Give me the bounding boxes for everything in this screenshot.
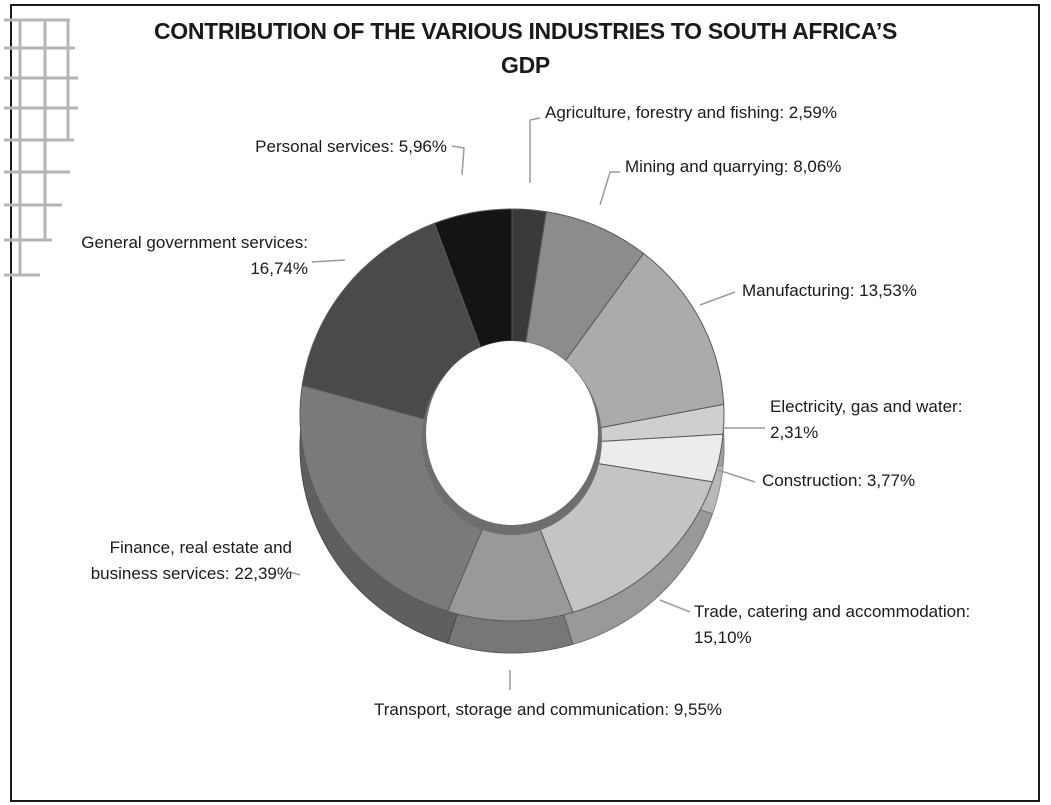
leader-line-10 — [451, 145, 465, 176]
chart-title-line-1: CONTRIBUTION OF THE VARIOUS INDUSTRIES T… — [153, 18, 898, 44]
chart-title-line-2: GDP — [501, 52, 550, 78]
leader-line-1 — [529, 117, 541, 183]
slice-label-6-line-2: 15,10% — [694, 628, 752, 647]
slice-label-4-line-2: 2,31% — [770, 423, 818, 442]
leader-line-3 — [699, 291, 736, 306]
leader-line-8 — [289, 571, 301, 576]
slice-label-2-line-1: Mining and quarrying: 8,06% — [625, 157, 841, 176]
slice-label-9-line-2: 16,74% — [250, 259, 308, 278]
slice-label-9-line-1: General government services: — [81, 233, 308, 252]
slice-label-1-line-1: Agriculture, forestry and fishing: 2,59% — [545, 103, 837, 122]
slice-label-8-line-2: business services: 22,39% — [91, 564, 292, 583]
leader-line-9 — [311, 259, 346, 263]
slice-labels: Agriculture, forestry and fishing: 2,59%… — [81, 103, 970, 719]
slice-label-6-line-1: Trade, catering and accommodation: — [694, 602, 970, 621]
slice-label-7-line-1: Transport, storage and communication: 9,… — [374, 700, 722, 719]
leader-line-6 — [659, 599, 691, 613]
donut-hole — [426, 341, 598, 525]
leader-lines — [289, 117, 765, 690]
chart-title: CONTRIBUTION OF THE VARIOUS INDUSTRIES T… — [0, 14, 1051, 82]
leader-line-2 — [599, 171, 620, 206]
stamp-mark — [4, 18, 78, 277]
donut-top-layer — [299, 208, 725, 622]
leader-line-5 — [717, 469, 756, 483]
slice-label-3-line-1: Manufacturing: 13,53% — [742, 281, 917, 300]
slice-label-5-line-1: Construction: 3,77% — [762, 471, 915, 490]
slice-label-8-line-1: Finance, real estate and — [110, 538, 292, 557]
slice-label-10-line-1: Personal services: 5,96% — [255, 137, 447, 156]
slice-label-4-line-1: Electricity, gas and water: — [770, 397, 962, 416]
